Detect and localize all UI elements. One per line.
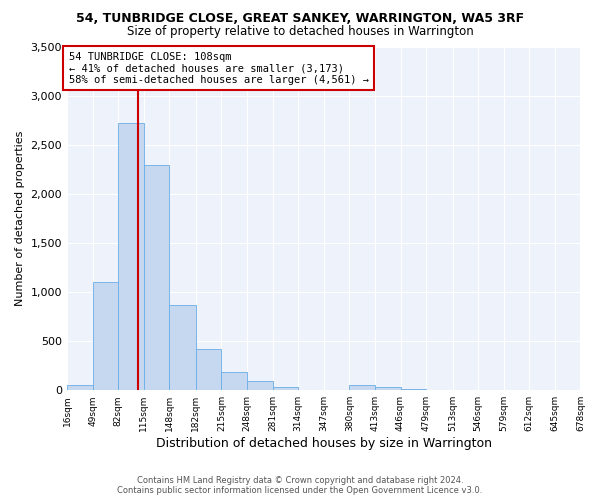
Bar (247, 381, 272, 390)
Bar (169, 305, 196, 390)
Text: Size of property relative to detached houses in Warrington: Size of property relative to detached ho… (127, 25, 473, 38)
Text: Contains HM Land Registry data © Crown copyright and database right 2024.
Contai: Contains HM Land Registry data © Crown c… (118, 476, 482, 495)
Text: 54, TUNBRIDGE CLOSE, GREAT SANKEY, WARRINGTON, WA5 3RF: 54, TUNBRIDGE CLOSE, GREAT SANKEY, WARRI… (76, 12, 524, 26)
Bar (375, 388, 401, 390)
Bar (196, 349, 221, 390)
Bar (92, 282, 118, 390)
Bar (349, 386, 375, 390)
X-axis label: Distribution of detached houses by size in Warrington: Distribution of detached houses by size … (156, 437, 492, 450)
Bar (67, 386, 92, 390)
Bar (401, 389, 426, 390)
Bar (144, 166, 169, 390)
Bar (221, 372, 247, 390)
Bar (272, 388, 298, 390)
Bar (118, 123, 144, 390)
Text: 54 TUNBRIDGE CLOSE: 108sqm
← 41% of detached houses are smaller (3,173)
58% of s: 54 TUNBRIDGE CLOSE: 108sqm ← 41% of deta… (68, 52, 368, 85)
Y-axis label: Number of detached properties: Number of detached properties (15, 130, 25, 306)
